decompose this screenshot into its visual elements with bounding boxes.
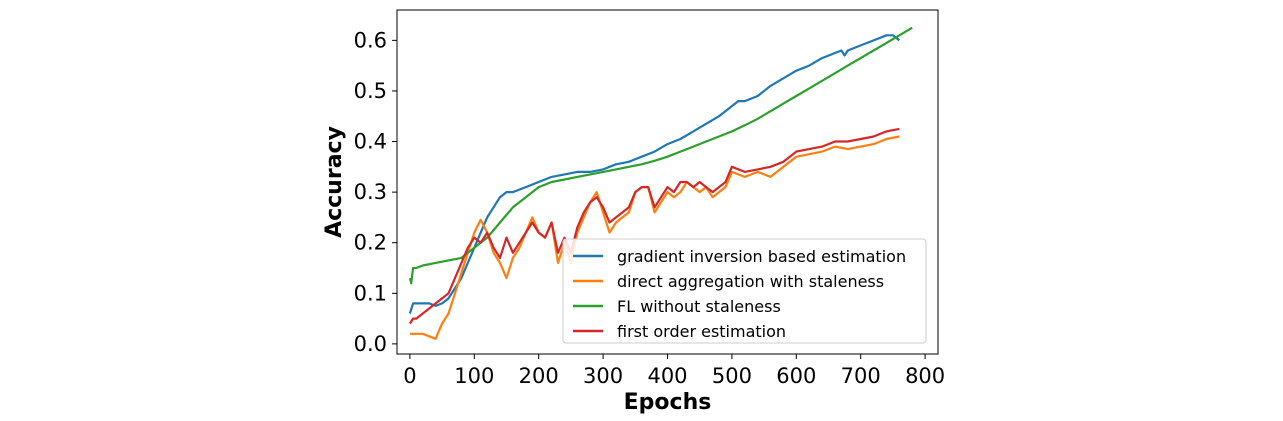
- x-tick-label: 500: [712, 364, 752, 388]
- y-tick-label: 0.0: [354, 332, 387, 356]
- x-tick-label: 0: [403, 364, 416, 388]
- y-tick-label: 0.4: [354, 130, 387, 154]
- x-tick-label: 700: [841, 364, 881, 388]
- y-tick-label: 0.2: [354, 231, 387, 255]
- x-axis-ticks: 0 100 200 300 400 500 600 700 800: [403, 354, 945, 388]
- x-tick-label: 100: [454, 364, 494, 388]
- y-axis-ticks: 0.0 0.1 0.2 0.3 0.4 0.5 0.6: [354, 28, 397, 356]
- legend-label-1: direct aggregation with staleness: [617, 272, 884, 291]
- legend-label-0: gradient inversion based estimation: [617, 247, 906, 266]
- x-tick-label: 300: [583, 364, 623, 388]
- y-tick-label: 0.5: [354, 79, 387, 103]
- x-tick-label: 200: [519, 364, 559, 388]
- x-tick-label: 800: [905, 364, 945, 388]
- legend-label-3: first order estimation: [617, 322, 786, 341]
- legend-items: gradient inversion based estimation direc…: [573, 247, 906, 341]
- series-line-3: [408, 127, 900, 325]
- y-tick-label: 0.3: [354, 180, 387, 204]
- y-tick-label: 0.1: [354, 281, 387, 305]
- series-line-1: [409, 135, 900, 340]
- y-tick-label: 0.6: [354, 28, 387, 52]
- legend: gradient inversion based estimation direc…: [562, 238, 927, 344]
- legend-label-2: FL without staleness: [617, 297, 781, 316]
- x-tick-label: 400: [647, 364, 687, 388]
- x-axis-title: Epochs: [624, 390, 712, 415]
- legend-box: [562, 238, 927, 344]
- x-tick-label: 600: [776, 364, 816, 388]
- y-axis-title: Accuracy: [322, 126, 347, 238]
- series-layer: [408, 26, 913, 340]
